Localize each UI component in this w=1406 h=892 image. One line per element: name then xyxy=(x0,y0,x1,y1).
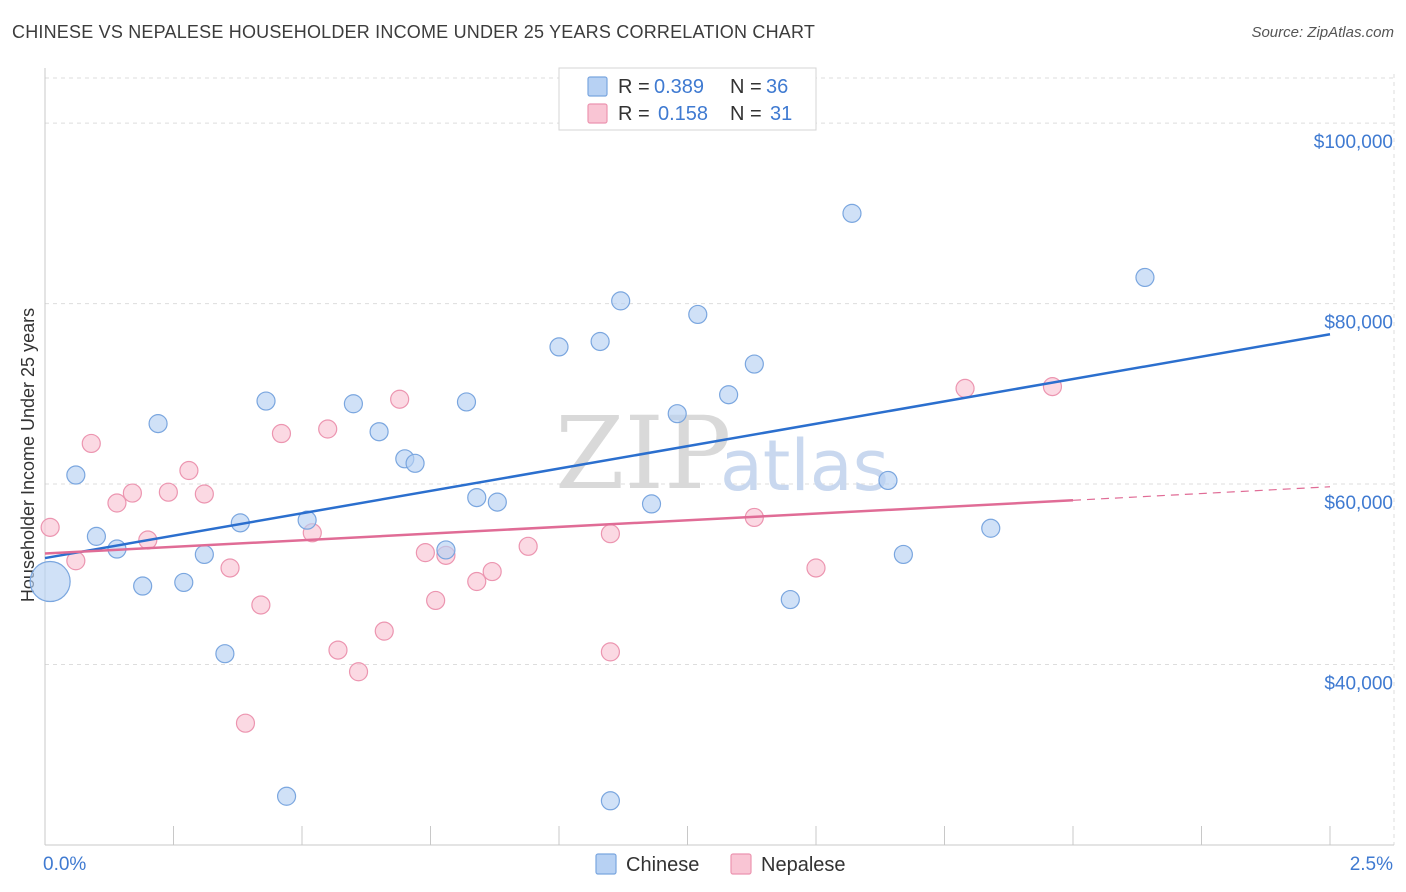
chinese-point xyxy=(86,526,107,546)
watermark-atlas: atlas xyxy=(720,425,889,507)
nepalese-point xyxy=(390,389,410,409)
nepalese-point xyxy=(220,558,240,578)
chinese-point xyxy=(215,644,235,664)
chinese-point xyxy=(981,518,1001,538)
nepalese-point xyxy=(107,493,127,513)
chinese-point xyxy=(878,470,898,491)
nepalese-point xyxy=(40,517,60,537)
series-legend-label-nepalese: Nepalese xyxy=(761,854,846,876)
x-tick-label-max: 2.5% xyxy=(1350,854,1393,875)
chinese-point xyxy=(487,492,507,512)
y-tick-label: $100,000 xyxy=(1314,132,1393,153)
chinese-point xyxy=(893,544,913,565)
chinese-point xyxy=(641,494,662,514)
chinese-points xyxy=(29,203,1155,811)
nepalese-point xyxy=(955,378,975,399)
chinese-point xyxy=(369,422,389,442)
nepalese-point xyxy=(328,640,348,660)
nepalese-points xyxy=(40,377,1063,733)
chinese-trend-line xyxy=(44,333,1331,560)
chart-title: CHINESE VS NEPALESE HOUSEHOLDER INCOME U… xyxy=(12,22,816,42)
nepalese-trend-extension xyxy=(1072,486,1331,501)
chinese-point xyxy=(780,589,800,610)
chinese-point xyxy=(719,385,739,405)
nepalese-point xyxy=(374,621,394,641)
nepalese-point xyxy=(348,662,369,682)
chinese-point xyxy=(467,487,487,508)
chinese-point xyxy=(456,392,477,412)
nepalese-point xyxy=(600,524,621,544)
nepalese-point xyxy=(235,713,256,733)
nepalese-point xyxy=(194,484,214,504)
nepalese-point xyxy=(467,571,487,592)
series-legend: Chinese Nepalese xyxy=(595,853,846,876)
nepalese-point xyxy=(518,536,538,556)
legend-n-value-chinese: 36 xyxy=(766,76,788,98)
x-tick-labels: 0.0% 2.5% xyxy=(43,854,1393,875)
nepalese-point xyxy=(426,590,446,611)
legend-n-label-chinese: N = xyxy=(730,76,762,98)
legend-n-value-nepalese: 31 xyxy=(770,103,792,125)
chinese-point xyxy=(405,453,425,473)
chinese-point xyxy=(133,576,153,596)
y-tick-labels: $40,000 $60,000 $80,000 $100,000 xyxy=(1314,132,1393,694)
x-tick-label-min: 0.0% xyxy=(43,854,86,875)
nepalese-point xyxy=(81,433,101,454)
chinese-point xyxy=(343,394,363,414)
nepalese-point xyxy=(271,423,292,444)
nepalese-point xyxy=(251,595,271,615)
chinese-point xyxy=(667,404,687,424)
chinese-point xyxy=(436,540,456,560)
y-tick-label: $60,000 xyxy=(1324,493,1393,514)
nepalese-point xyxy=(600,642,621,662)
chinese-point xyxy=(549,337,569,357)
chinese-point xyxy=(611,291,631,311)
chinese-point xyxy=(174,572,194,593)
y-tick-label: $80,000 xyxy=(1324,313,1393,334)
nepalese-point xyxy=(122,483,142,503)
chinese-point xyxy=(600,791,621,811)
chinese-point xyxy=(590,331,610,352)
chinese-point xyxy=(276,786,297,806)
series-legend-swatch-chinese xyxy=(595,853,617,875)
chinese-point xyxy=(29,560,71,603)
chinese-point xyxy=(744,354,764,374)
trend-lines xyxy=(44,333,1331,560)
y-tick-label: $40,000 xyxy=(1324,674,1393,695)
chinese-point xyxy=(66,465,86,485)
legend-r-label-chinese: R = xyxy=(618,76,650,98)
nepalese-point xyxy=(158,482,178,502)
correlation-legend: R = 0.389 N = 36 R = 0.158 N = 31 xyxy=(558,67,817,131)
nepalese-point xyxy=(415,543,435,563)
nepalese-trend-line xyxy=(44,499,1074,555)
axes xyxy=(44,68,1394,846)
legend-n-label-nepalese: N = xyxy=(730,103,762,125)
legend-r-label-nepalese: R = xyxy=(618,103,650,125)
y-axis-label: Householder Income Under 25 years xyxy=(18,308,38,602)
series-legend-label-chinese: Chinese xyxy=(626,854,699,876)
legend-r-value-nepalese: 0.158 xyxy=(658,103,708,125)
chart-source: Source: ZipAtlas.com xyxy=(1251,24,1394,41)
legend-swatch-nepalese xyxy=(587,103,608,124)
nepalese-point xyxy=(482,561,502,582)
chinese-point xyxy=(1135,267,1155,288)
nepalese-point xyxy=(806,558,826,578)
series-legend-swatch-nepalese xyxy=(730,853,752,875)
nepalese-point xyxy=(318,419,338,439)
watermark: ZIP atlas xyxy=(555,395,889,512)
chinese-point xyxy=(148,414,168,434)
legend-r-value-chinese: 0.389 xyxy=(654,76,704,98)
legend-swatch-chinese xyxy=(587,76,608,97)
chinese-point xyxy=(194,544,214,565)
nepalese-point xyxy=(179,460,199,481)
chinese-point xyxy=(842,203,862,223)
chinese-point xyxy=(688,304,708,325)
chinese-point xyxy=(256,391,276,411)
